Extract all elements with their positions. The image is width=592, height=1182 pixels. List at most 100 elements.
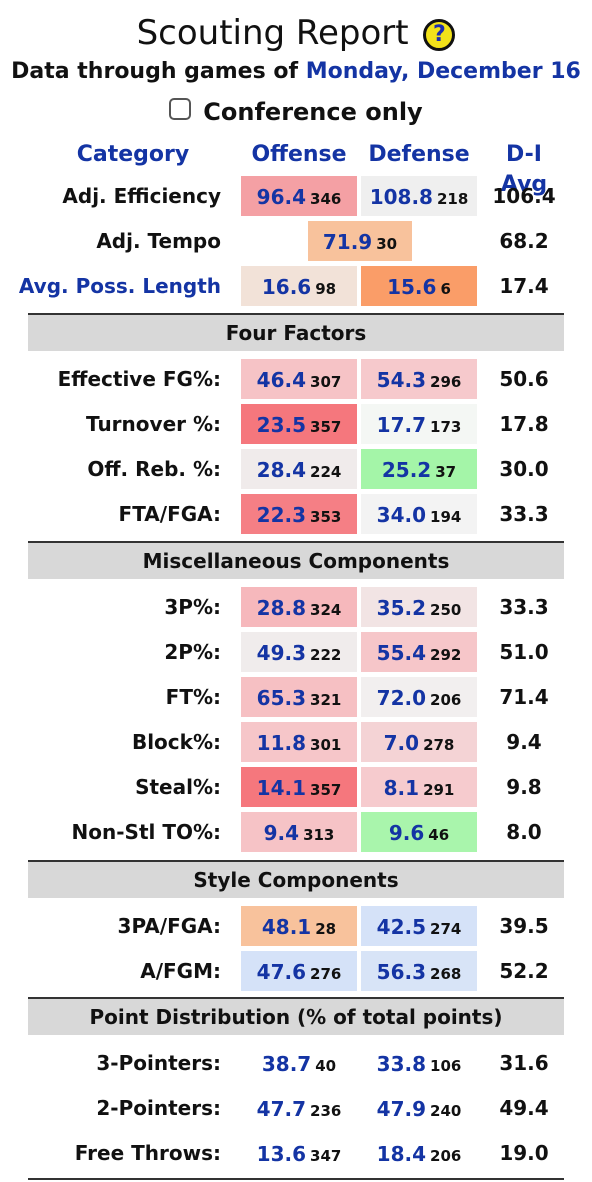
offense-rank: 222 — [310, 646, 342, 664]
defense-value[interactable]: 42.5 — [376, 915, 427, 939]
stat-value[interactable]: 71.9 — [322, 230, 373, 254]
d1-average: 33.3 — [499, 502, 549, 526]
row-label: Adj. Efficiency — [62, 184, 221, 208]
d1-average: 52.2 — [499, 959, 549, 983]
offense-value[interactable]: 96.4 — [256, 185, 307, 209]
defense-value[interactable]: 56.3 — [376, 960, 427, 984]
defense-cell: 54.3 296 — [361, 359, 477, 399]
offense-value[interactable]: 46.4 — [256, 368, 307, 392]
offense-cell: 28.8 324 — [241, 587, 357, 627]
d1-average: 9.4 — [506, 730, 542, 754]
table-row: 3PA/FGA: 48.1 28 42.5 274 39.5 — [0, 906, 592, 946]
d1-average: 51.0 — [499, 640, 549, 664]
stat-rank: 30 — [376, 235, 398, 253]
column-header-defense[interactable]: Defense — [368, 142, 470, 167]
defense-value[interactable]: 35.2 — [376, 596, 427, 620]
offense-cell: 96.4 346 — [241, 176, 357, 216]
offense-cell: 13.6 347 — [241, 1133, 357, 1173]
offense-rank: 346 — [310, 190, 342, 208]
subtitle-date-link[interactable]: Monday, December 16 — [305, 59, 581, 84]
defense-value[interactable]: 18.4 — [376, 1142, 427, 1166]
section-header: Four Factors — [28, 313, 564, 351]
offense-rank: 276 — [310, 965, 342, 983]
defense-rank: 218 — [436, 190, 469, 208]
defense-rank: 278 — [423, 736, 455, 754]
offense-value[interactable]: 9.4 — [263, 821, 300, 845]
offense-value[interactable]: 22.3 — [256, 503, 307, 527]
defense-value[interactable]: 108.8 — [369, 185, 433, 209]
defense-value[interactable]: 17.7 — [376, 413, 427, 437]
table-bottom-divider — [28, 1178, 564, 1180]
page-title-row: Scouting Report ? — [0, 12, 592, 54]
offense-cell: 46.4 307 — [241, 359, 357, 399]
offense-value[interactable]: 49.3 — [256, 641, 307, 665]
defense-value[interactable]: 54.3 — [376, 368, 427, 392]
tempo-cell: 71.9 30 — [308, 221, 412, 261]
offense-value[interactable]: 48.1 — [261, 915, 312, 939]
defense-cell: 47.9 240 — [361, 1088, 477, 1128]
d1-average: 68.2 — [499, 229, 549, 253]
defense-cell: 7.0 278 — [361, 722, 477, 762]
defense-cell: 56.3 268 — [361, 951, 477, 991]
table-row: Non-Stl TO%: 9.4 313 9.6 46 8.0 — [0, 812, 592, 852]
table-row: 2P%: 49.3 222 55.4 292 51.0 — [0, 632, 592, 672]
offense-cell: 28.4 224 — [241, 449, 357, 489]
table-row: Block%: 11.8 301 7.0 278 9.4 — [0, 722, 592, 762]
row-label: Non-Stl TO%: — [71, 820, 221, 844]
defense-value[interactable]: 33.8 — [376, 1052, 427, 1076]
offense-cell: 16.6 98 — [241, 266, 357, 306]
page-title: Scouting Report — [136, 13, 409, 53]
offense-value[interactable]: 38.7 — [261, 1052, 312, 1076]
row-label[interactable]: Avg. Poss. Length — [18, 274, 221, 298]
offense-value[interactable]: 23.5 — [256, 413, 307, 437]
table-row: 3-Pointers: 38.7 40 33.8 106 31.6 — [0, 1043, 592, 1083]
data-through-subtitle: Data through games of Monday, December 1… — [0, 57, 592, 87]
defense-value[interactable]: 25.2 — [381, 458, 432, 482]
offense-value[interactable]: 47.6 — [256, 960, 307, 984]
offense-value[interactable]: 65.3 — [256, 686, 307, 710]
offense-value[interactable]: 47.7 — [256, 1097, 307, 1121]
defense-rank: 106 — [430, 1057, 462, 1075]
row-label: 2P%: — [164, 640, 221, 664]
table-row: Off. Reb. %: 28.4 224 25.2 37 30.0 — [0, 449, 592, 489]
conference-only-label: Conference only — [203, 98, 423, 126]
table-row: FT%: 65.3 321 72.0 206 71.4 — [0, 677, 592, 717]
offense-rank: 347 — [310, 1147, 342, 1165]
defense-value[interactable]: 15.6 — [387, 275, 437, 299]
row-label: 2-Pointers: — [96, 1096, 221, 1120]
d1-average: 49.4 — [499, 1096, 549, 1120]
defense-value[interactable]: 72.0 — [376, 686, 427, 710]
offense-value[interactable]: 13.6 — [256, 1142, 307, 1166]
column-header-offense[interactable]: Offense — [251, 142, 347, 167]
defense-rank: 37 — [435, 463, 457, 481]
offense-value[interactable]: 11.8 — [256, 731, 307, 755]
defense-cell: 34.0 194 — [361, 494, 477, 534]
defense-rank: 296 — [430, 373, 462, 391]
offense-cell: 11.8 301 — [241, 722, 357, 762]
table-row: Free Throws: 13.6 347 18.4 206 19.0 — [0, 1133, 592, 1173]
defense-value[interactable]: 47.9 — [376, 1097, 427, 1121]
d1-average: 17.4 — [499, 274, 549, 298]
d1-average: 30.0 — [499, 457, 549, 481]
offense-value[interactable]: 28.8 — [256, 596, 307, 620]
defense-value[interactable]: 34.0 — [376, 503, 427, 527]
offense-value[interactable]: 16.6 — [261, 275, 312, 299]
row-label: 3P%: — [164, 595, 221, 619]
offense-cell: 38.7 40 — [241, 1043, 357, 1083]
column-header-category[interactable]: Category — [76, 142, 190, 167]
offense-rank: 324 — [310, 601, 342, 619]
row-label: 3PA/FGA: — [117, 914, 221, 938]
defense-value[interactable]: 55.4 — [376, 641, 427, 665]
table-row: Adj. Efficiency 96.4 346 108.8 218 106.4 — [0, 176, 592, 216]
offense-value[interactable]: 28.4 — [256, 458, 307, 482]
offense-value[interactable]: 14.1 — [256, 776, 307, 800]
row-label: Free Throws: — [74, 1141, 221, 1165]
defense-value[interactable]: 9.6 — [388, 821, 425, 845]
conference-only-toggle[interactable]: Conference only — [0, 96, 592, 128]
help-icon[interactable]: ? — [423, 19, 456, 51]
defense-value[interactable]: 8.1 — [383, 776, 420, 800]
column-header-avg[interactable]: D-I Avg — [500, 142, 548, 197]
defense-value[interactable]: 7.0 — [383, 731, 420, 755]
table-row: Turnover %: 23.5 357 17.7 173 17.8 — [0, 404, 592, 444]
conference-only-checkbox[interactable] — [169, 98, 192, 120]
